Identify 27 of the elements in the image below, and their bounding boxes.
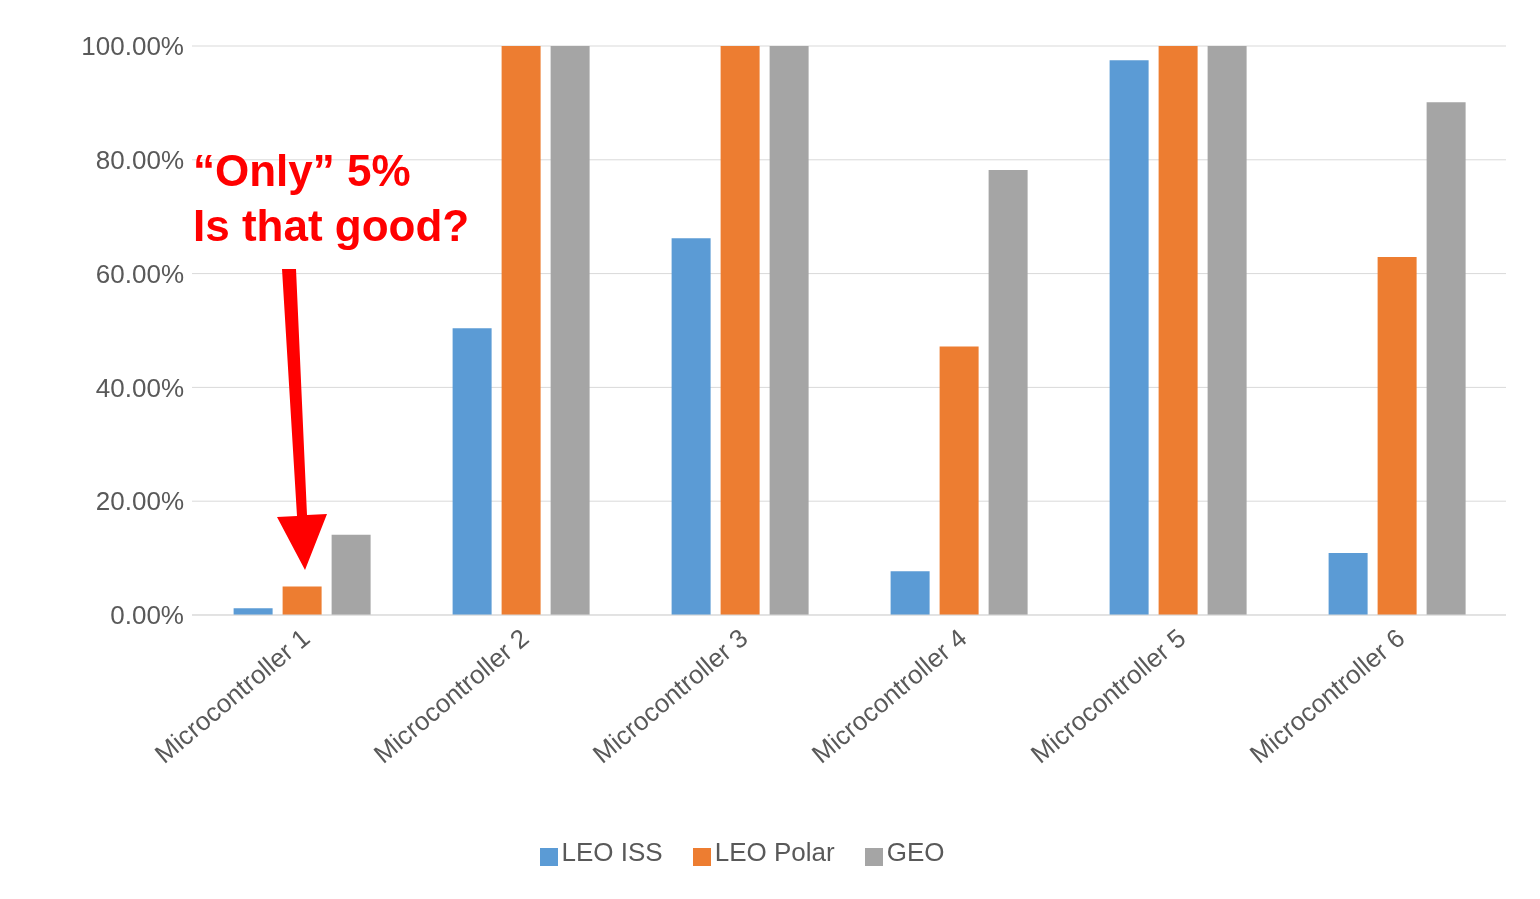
- bar: [501, 46, 541, 615]
- y-tick-label: 20.00%: [95, 486, 184, 517]
- bar: [1158, 46, 1198, 615]
- y-tick-label: 40.00%: [95, 372, 184, 403]
- annotation: “Only” 5% Is that good?: [193, 145, 470, 252]
- y-tick-label: 60.00%: [95, 258, 184, 289]
- bar: [939, 346, 979, 615]
- bar: [1426, 102, 1466, 615]
- bar: [282, 586, 322, 615]
- bar: [988, 170, 1028, 615]
- bar: [1328, 552, 1368, 615]
- bar: [720, 46, 760, 615]
- legend-label: GEO: [886, 837, 945, 867]
- y-tick-label: 100.00%: [81, 31, 184, 62]
- bar: [769, 46, 809, 615]
- bar: [671, 238, 711, 615]
- bar: [1377, 257, 1417, 615]
- bar: [1109, 60, 1149, 615]
- y-tick-label: 0.00%: [110, 600, 184, 631]
- legend-label: LEO ISS: [561, 837, 663, 867]
- legend-label: LEO Polar: [714, 837, 835, 867]
- bar: [331, 534, 371, 615]
- y-tick-label: 80.00%: [95, 145, 184, 176]
- bar: [550, 46, 590, 615]
- bar: [1207, 46, 1247, 615]
- bar: [890, 571, 930, 615]
- bar: [452, 328, 492, 615]
